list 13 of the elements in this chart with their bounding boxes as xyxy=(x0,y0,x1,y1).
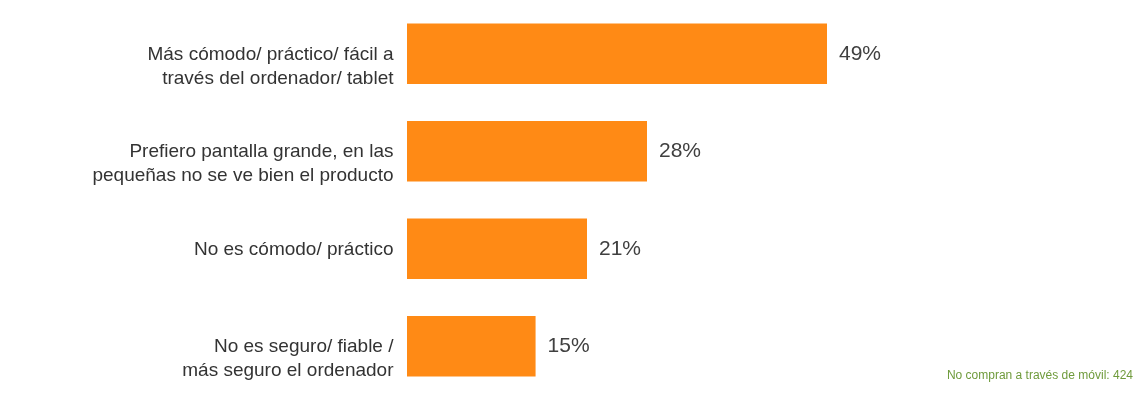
data-label: 49% xyxy=(839,40,882,64)
bar xyxy=(407,316,536,377)
bar xyxy=(407,121,647,182)
data-label: 28% xyxy=(659,138,702,162)
data-label: 21% xyxy=(599,235,642,259)
y-tick-label: Más cómodo/ práctico/ fácil a través del ordenador/ tablet xyxy=(147,42,395,88)
y-tick-label: No es cómodo/ práctico xyxy=(193,237,394,259)
bar xyxy=(407,23,827,84)
y-tick-label: Prefiero pantalla grande, en las pequeñas no se ve bien el producto xyxy=(92,140,394,186)
bar xyxy=(407,218,587,279)
y-tick-label: No es seguro/ fiable / más seguro el ordenador xyxy=(182,335,395,381)
text: No compran a través de móvil: 424 xyxy=(946,368,1134,382)
data-label: 15% xyxy=(547,333,590,357)
